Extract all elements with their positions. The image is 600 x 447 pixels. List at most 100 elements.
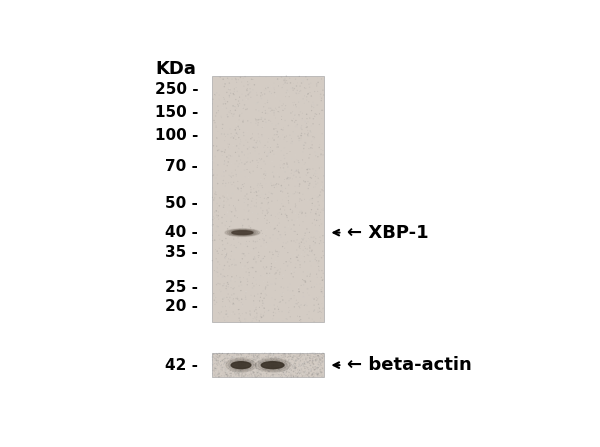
Point — [243, 356, 253, 363]
Point — [274, 215, 283, 222]
Point — [313, 79, 323, 86]
Point — [277, 366, 287, 373]
Point — [254, 353, 264, 360]
Point — [229, 179, 238, 186]
Point — [226, 357, 236, 364]
Point — [251, 350, 260, 358]
Point — [213, 354, 223, 361]
Point — [257, 360, 266, 367]
Point — [300, 279, 310, 286]
Point — [305, 257, 315, 265]
Point — [315, 305, 325, 312]
Point — [218, 247, 227, 254]
Point — [247, 350, 256, 358]
Point — [308, 357, 317, 364]
Point — [211, 101, 220, 108]
Point — [281, 365, 290, 372]
Point — [229, 111, 238, 118]
Point — [228, 368, 238, 375]
Point — [238, 356, 248, 363]
Point — [246, 358, 256, 365]
Point — [230, 366, 240, 373]
Point — [209, 351, 218, 358]
Point — [299, 100, 309, 107]
Point — [286, 371, 296, 378]
Point — [291, 372, 301, 380]
Point — [224, 76, 233, 83]
Point — [249, 233, 259, 240]
Point — [217, 308, 226, 315]
Point — [237, 235, 247, 242]
Point — [295, 351, 305, 358]
Point — [221, 368, 231, 375]
Point — [289, 110, 298, 117]
Point — [250, 292, 259, 299]
Point — [265, 88, 274, 95]
Point — [208, 257, 217, 264]
Point — [261, 283, 271, 291]
Point — [265, 351, 274, 358]
Point — [308, 357, 318, 364]
Point — [296, 316, 305, 323]
Point — [288, 84, 298, 92]
Point — [227, 354, 237, 361]
Point — [317, 206, 326, 213]
Point — [265, 263, 275, 270]
Point — [263, 354, 273, 361]
Point — [240, 316, 250, 323]
Point — [311, 131, 320, 139]
Point — [233, 357, 243, 364]
Point — [231, 367, 241, 374]
Point — [273, 75, 283, 82]
Point — [208, 362, 218, 369]
Point — [282, 361, 292, 368]
Point — [208, 307, 217, 314]
Point — [272, 350, 281, 357]
Point — [290, 301, 300, 308]
Point — [229, 357, 239, 364]
Point — [220, 367, 229, 374]
Point — [281, 102, 290, 109]
Point — [233, 372, 243, 380]
Point — [227, 360, 237, 367]
Point — [308, 184, 318, 191]
Point — [208, 172, 218, 179]
Point — [267, 363, 277, 370]
Point — [280, 160, 289, 168]
Point — [220, 167, 229, 174]
Point — [297, 353, 307, 360]
Point — [313, 372, 323, 380]
Point — [281, 372, 290, 379]
Point — [317, 107, 326, 114]
Point — [252, 361, 262, 368]
Point — [317, 350, 326, 358]
Point — [224, 367, 234, 375]
Point — [220, 148, 229, 156]
Point — [301, 354, 311, 362]
Point — [257, 297, 267, 304]
Point — [311, 357, 321, 364]
Point — [263, 351, 273, 358]
Point — [248, 358, 258, 365]
Point — [264, 189, 274, 196]
Point — [311, 167, 320, 174]
Point — [307, 316, 317, 323]
Point — [214, 369, 223, 376]
Point — [214, 73, 224, 80]
Point — [269, 173, 278, 180]
Point — [262, 264, 271, 271]
Point — [228, 222, 238, 229]
Point — [312, 111, 322, 118]
Point — [253, 354, 263, 362]
Point — [259, 360, 268, 367]
Point — [271, 354, 281, 362]
Point — [255, 367, 265, 375]
Point — [286, 367, 296, 374]
Point — [268, 251, 278, 258]
Point — [286, 350, 296, 357]
Point — [274, 366, 284, 373]
Point — [236, 185, 246, 192]
Point — [212, 263, 221, 270]
Point — [306, 357, 316, 364]
Point — [289, 87, 298, 94]
